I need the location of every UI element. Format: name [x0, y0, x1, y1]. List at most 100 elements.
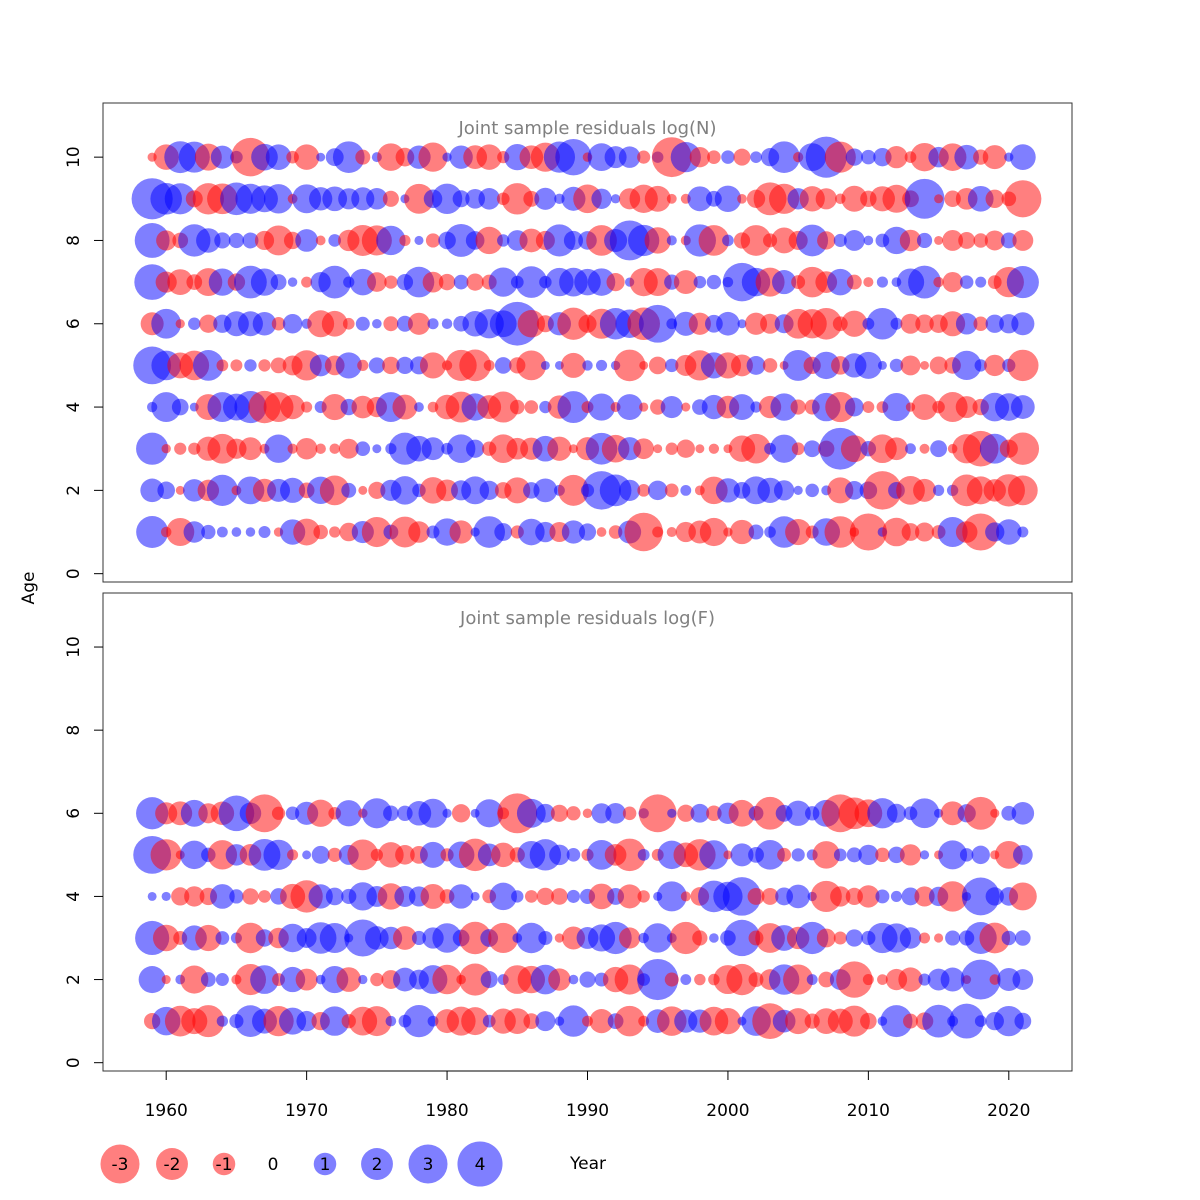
residual-bubble [516, 798, 546, 828]
residual-bubble [263, 839, 294, 870]
residual-bubble [475, 799, 504, 828]
residual-bubble [904, 178, 945, 219]
residual-bubble [762, 358, 778, 373]
residual-bubble [934, 235, 944, 245]
residual-bubble [540, 360, 550, 370]
residual-bubble [478, 188, 500, 210]
residual-bubble [295, 437, 318, 460]
residual-bubble [984, 354, 1006, 377]
residual-bubble [841, 185, 868, 212]
residual-bubble [341, 482, 357, 498]
residual-bubble [370, 972, 384, 987]
residual-bubble [900, 313, 921, 334]
residual-bubble [436, 479, 458, 502]
residual-bubble [750, 151, 762, 163]
residual-bubble [1006, 266, 1039, 299]
residual-bubble [882, 392, 911, 422]
residual-bubble [958, 231, 976, 249]
residual-bubble [568, 444, 578, 454]
residual-bubble [510, 399, 525, 415]
residual-bubble [652, 526, 664, 538]
residual-bubble [899, 844, 922, 866]
residual-bubble [210, 145, 234, 169]
residual-bubble [937, 881, 968, 912]
residual-bubble [617, 884, 642, 909]
residual-bubble [171, 398, 189, 416]
residual-bubble [175, 319, 185, 329]
residual-bubble [901, 523, 920, 541]
residual-bubble [737, 319, 747, 329]
residual-bubble [446, 434, 476, 463]
residual-bubble [843, 230, 865, 251]
residual-bubble [301, 276, 313, 288]
residual-bubble [638, 304, 677, 343]
residual-bubble [1011, 312, 1035, 336]
residual-bubble [483, 359, 495, 371]
residual-bubble [1017, 526, 1029, 538]
residual-bubble [199, 314, 218, 333]
residual-bubble [538, 930, 553, 946]
legend-bubble [313, 1152, 337, 1176]
residual-bubble [844, 397, 864, 417]
residual-bubble [667, 808, 677, 818]
residual-bubble [329, 526, 341, 538]
residual-bubble [449, 520, 473, 544]
residual-bubble [706, 805, 722, 822]
residual-bubble [244, 359, 257, 372]
residual-bubble [974, 359, 987, 372]
residual-bubble [619, 479, 641, 501]
x-tick-label: 1970 [285, 1101, 328, 1121]
residual-bubble [504, 477, 531, 504]
residual-bubble [806, 974, 818, 986]
residual-bubble [535, 1011, 556, 1032]
residual-bubble [721, 150, 735, 164]
residual-bubble [404, 183, 434, 214]
residual-bubble [680, 974, 692, 985]
residual-bubble [744, 312, 768, 335]
residual-bubble [911, 394, 938, 420]
residual-bubble [791, 848, 805, 862]
residual-bubble [933, 808, 944, 818]
residual-bubble [231, 527, 242, 537]
residual-bubble [174, 442, 187, 455]
residual-bubble [875, 889, 890, 904]
residual-bubble [827, 268, 854, 296]
residual-bubble [258, 526, 271, 539]
plot-frame [102, 102, 1073, 583]
residual-bubble [517, 310, 546, 338]
residual-bubble [812, 841, 840, 869]
residual-bubble [557, 1005, 590, 1037]
residual-bubble [908, 265, 941, 299]
residual-bubble [955, 312, 978, 335]
residual-bubble [637, 150, 651, 164]
residual-bubble [863, 277, 874, 288]
residual-bubble [785, 800, 811, 826]
residual-bubble [622, 806, 637, 821]
legend-bubble [361, 1148, 393, 1180]
residual-bubble [245, 527, 256, 537]
residual-bubble [134, 223, 170, 258]
residual-bubble [335, 800, 362, 827]
residual-bubble [157, 481, 176, 500]
residual-bubble [442, 808, 452, 818]
residual-bubble [488, 922, 519, 954]
residual-bubble [536, 887, 555, 906]
residual-bubble [810, 307, 843, 340]
residual-bubble [250, 965, 279, 994]
residual-bubble [845, 481, 864, 500]
residual-bubble [940, 801, 965, 826]
residual-bubble [524, 890, 538, 903]
residual-bubble [945, 930, 961, 946]
residual-bubble [188, 317, 201, 330]
residual-bubble [901, 887, 920, 906]
residual-bubble [384, 275, 398, 289]
residual-bubble [890, 890, 902, 902]
residual-bubble [827, 477, 854, 504]
residual-bubble [338, 438, 359, 459]
residual-bubble [419, 841, 447, 868]
residual-bubble [347, 839, 379, 871]
residual-bubble [934, 933, 944, 943]
y-tick-label: 8 [64, 725, 84, 736]
y-axis-label: Age [19, 572, 39, 605]
residual-bubble [812, 351, 840, 380]
